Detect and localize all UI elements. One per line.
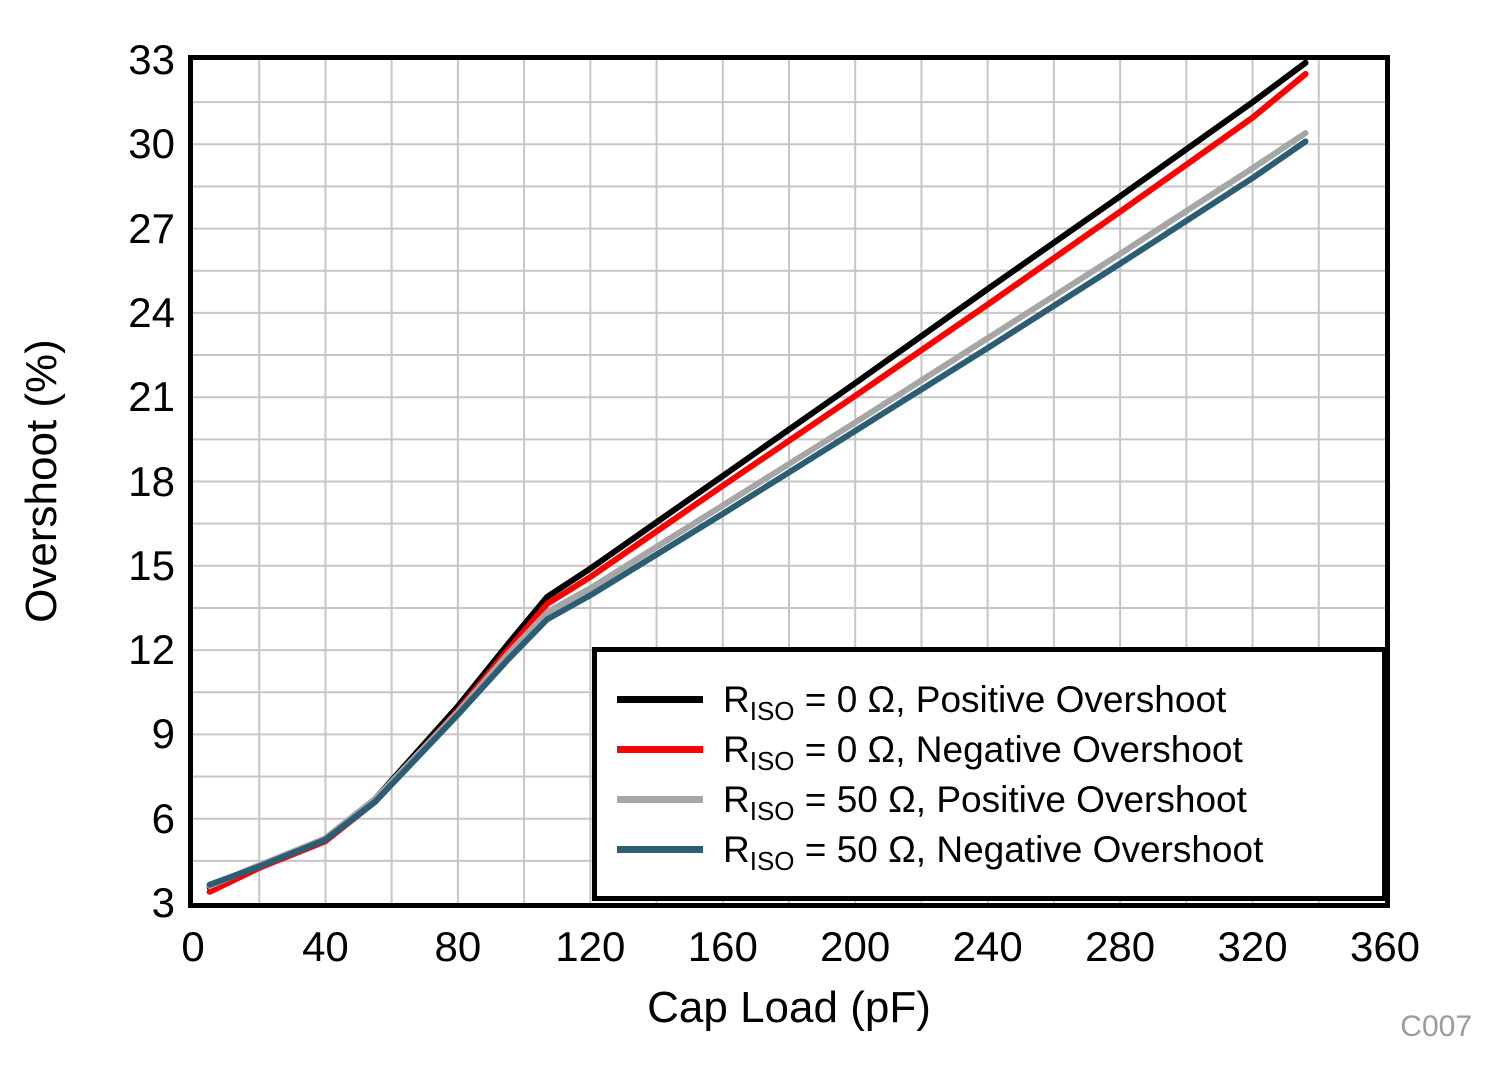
x-tick-label: 160 — [687, 923, 758, 970]
legend-row: RISO = 50 Ω, Positive Overshoot — [617, 774, 1382, 824]
legend-box: RISO = 0 Ω, Positive Overshoot RISO = 0 … — [592, 647, 1387, 901]
y-tick-label: 27 — [128, 204, 175, 252]
x-tick-label: 360 — [1349, 923, 1421, 970]
legend-line-swatch — [617, 695, 703, 703]
legend-label: RISO = 0 Ω, Positive Overshoot — [723, 678, 1227, 726]
y-tick-label: 3 — [151, 879, 175, 926]
y-tick-label: 30 — [128, 120, 175, 168]
y-tick-label: 12 — [128, 626, 175, 674]
y-axis-title: Overshoot (%) — [17, 339, 66, 623]
legend-row: RISO = 50 Ω, Negative Overshoot — [617, 824, 1382, 874]
y-tick-label: 24 — [128, 288, 175, 336]
legend-line-swatch — [617, 745, 703, 753]
legend-row: RISO = 0 Ω, Negative Overshoot — [617, 724, 1382, 774]
x-tick-label: 40 — [302, 923, 349, 970]
legend-line-swatch — [617, 845, 703, 853]
legend-line-swatch — [617, 795, 703, 803]
x-tick-label: 320 — [1217, 923, 1288, 970]
legend-row: RISO = 0 Ω, Positive Overshoot — [617, 674, 1382, 724]
y-tick-label: 15 — [128, 541, 175, 589]
legend-label: RISO = 0 Ω, Negative Overshoot — [723, 728, 1243, 776]
y-tick-label: 21 — [128, 373, 175, 421]
x-tick-label: 240 — [952, 923, 1023, 970]
x-tick-label: 280 — [1085, 923, 1156, 970]
y-tick-label: 33 — [128, 36, 175, 83]
legend-label: RISO = 50 Ω, Negative Overshoot — [723, 828, 1264, 876]
x-tick-label: 120 — [555, 923, 626, 970]
y-tick-label: 6 — [151, 794, 175, 842]
x-tick-label: 200 — [820, 923, 891, 970]
y-tick-label: 18 — [128, 457, 175, 505]
legend-label: RISO = 50 Ω, Positive Overshoot — [723, 778, 1247, 826]
x-axis-title: Cap Load (pF) — [647, 983, 931, 1032]
x-tick-label: 80 — [434, 923, 482, 970]
y-tick-label: 9 — [151, 710, 175, 758]
series-line-3 — [206, 138, 1309, 888]
x-tick-label: 0 — [181, 923, 205, 970]
figure-code-label: C007 — [1400, 1010, 1472, 1043]
